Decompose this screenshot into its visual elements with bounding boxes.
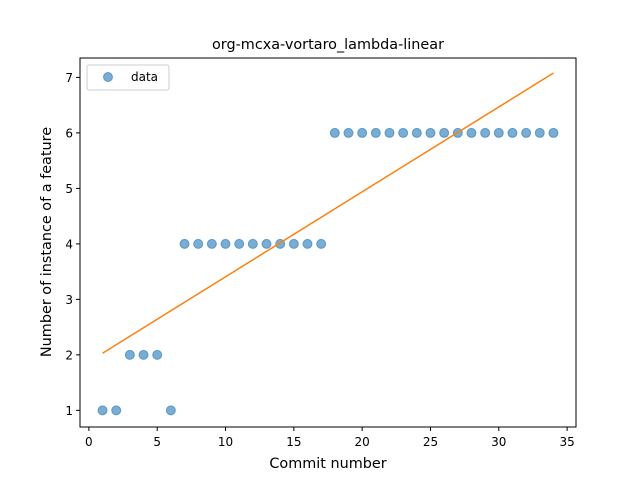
- data-point: [329, 127, 340, 138]
- y-tick-label: 5: [65, 182, 73, 196]
- data-point: [247, 238, 258, 249]
- legend: data: [86, 64, 170, 91]
- data-point: [179, 238, 190, 249]
- x-tick-label: 15: [286, 435, 301, 449]
- data-point: [316, 238, 327, 249]
- x-tick-label: 0: [85, 435, 93, 449]
- data-point: [302, 238, 313, 249]
- data-point: [411, 127, 422, 138]
- y-tick-label: 4: [65, 237, 73, 251]
- data-point: [138, 349, 149, 360]
- y-tick-label: 1: [65, 404, 73, 418]
- x-axis-label: Commit number: [269, 456, 386, 472]
- y-tick-label: 3: [65, 293, 73, 307]
- data-point: [261, 238, 272, 249]
- y-tick-label: 2: [65, 348, 73, 362]
- x-tick-label: 10: [218, 435, 233, 449]
- fit-line: [102, 72, 554, 354]
- data-point: [124, 349, 135, 360]
- data-point: [425, 127, 436, 138]
- data-point: [466, 127, 477, 138]
- data-point: [152, 349, 163, 360]
- data-point: [534, 127, 545, 138]
- data-point: [370, 127, 381, 138]
- plot-frame: [79, 57, 577, 428]
- x-tick-label: 25: [423, 435, 438, 449]
- x-tick-label: 20: [355, 435, 370, 449]
- data-point: [234, 238, 245, 249]
- y-tick-label: 7: [65, 71, 73, 85]
- data-point: [220, 238, 231, 249]
- x-tick-label: 5: [153, 435, 161, 449]
- data-point: [548, 127, 559, 138]
- x-tick-label: 35: [559, 435, 574, 449]
- data-point: [193, 238, 204, 249]
- data-point: [480, 127, 491, 138]
- legend-box: [86, 64, 170, 91]
- data-point: [111, 405, 122, 416]
- y-axis-label: Number of instance of a feature: [39, 127, 55, 357]
- data-point: [357, 127, 368, 138]
- legend-label: data: [131, 70, 158, 84]
- data-point: [439, 127, 450, 138]
- y-tick-label: 6: [65, 126, 73, 140]
- x-tick-label: 30: [491, 435, 506, 449]
- legend-marker: [103, 72, 113, 82]
- data-point: [384, 127, 395, 138]
- data-point: [398, 127, 409, 138]
- data-point: [165, 405, 176, 416]
- data-point: [206, 238, 217, 249]
- data-point: [97, 405, 108, 416]
- data-point: [507, 127, 518, 138]
- chart-title: org-mcxa-vortaro_lambda-linear: [212, 37, 444, 53]
- data-point: [288, 238, 299, 249]
- data-point: [493, 127, 504, 138]
- data-point: [521, 127, 532, 138]
- data-point: [343, 127, 354, 138]
